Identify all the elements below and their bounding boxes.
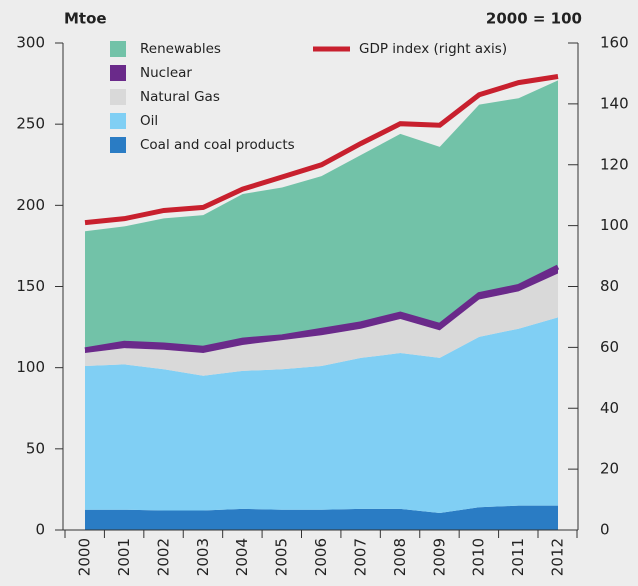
legend-swatch — [110, 89, 126, 105]
y-tick-label: 0 — [35, 521, 45, 539]
y2-tick-label: 20 — [600, 460, 619, 478]
y2-axis-label: 2000 = 100 — [486, 10, 582, 28]
x-tick-label: 2009 — [430, 538, 448, 576]
legend-label: Nuclear — [140, 65, 192, 81]
y2-tick-label: 40 — [600, 399, 619, 417]
y2-tick-label: 120 — [600, 155, 629, 173]
legend-swatch — [110, 113, 126, 129]
legend-label: Natural Gas — [140, 89, 220, 105]
legend-swatch — [110, 65, 126, 81]
x-tick-label: 2001 — [115, 538, 133, 576]
x-tick-label: 2007 — [351, 538, 369, 576]
y2-tick-label: 160 — [600, 34, 629, 52]
x-tick-label: 2011 — [509, 538, 527, 576]
x-tick-label: 2002 — [154, 538, 172, 576]
x-tick-label: 2004 — [233, 538, 251, 576]
line — [84, 74, 559, 226]
y2-tick-label: 140 — [600, 94, 629, 112]
y-tick-label: 150 — [16, 277, 45, 295]
x-tick-label: 2003 — [194, 538, 212, 576]
y2-tick-label: 0 — [600, 521, 610, 539]
y-tick-label: 100 — [16, 358, 45, 376]
legend-label: Coal and coal products — [140, 137, 295, 153]
area — [85, 317, 558, 513]
x-tick-label: 2000 — [76, 538, 94, 576]
y-tick-label: 250 — [16, 115, 45, 133]
x-tick-label: 2005 — [273, 538, 291, 576]
y2-tick-label: 60 — [600, 338, 619, 356]
nuclear-edge — [84, 264, 560, 353]
legend-swatch — [110, 41, 126, 57]
x-tick-label: 2010 — [470, 538, 488, 576]
area — [85, 505, 558, 530]
y2-tick-label: 80 — [600, 277, 619, 295]
legend-label: GDP index (right axis) — [359, 41, 507, 57]
y-tick-label: 200 — [16, 196, 45, 214]
area — [85, 273, 558, 376]
area — [85, 80, 558, 350]
y-axis-label: Mtoe — [64, 10, 107, 28]
legend-label: Renewables — [140, 41, 221, 57]
x-tick-label: 2012 — [549, 538, 567, 576]
legend-swatch — [110, 137, 126, 153]
x-tick-label: 2008 — [391, 538, 409, 576]
y-tick-label: 50 — [26, 439, 45, 457]
y-tick-label: 300 — [16, 34, 45, 52]
y2-tick-label: 100 — [600, 216, 629, 234]
legend-label: Oil — [140, 113, 158, 129]
x-tick-label: 2006 — [312, 538, 330, 576]
